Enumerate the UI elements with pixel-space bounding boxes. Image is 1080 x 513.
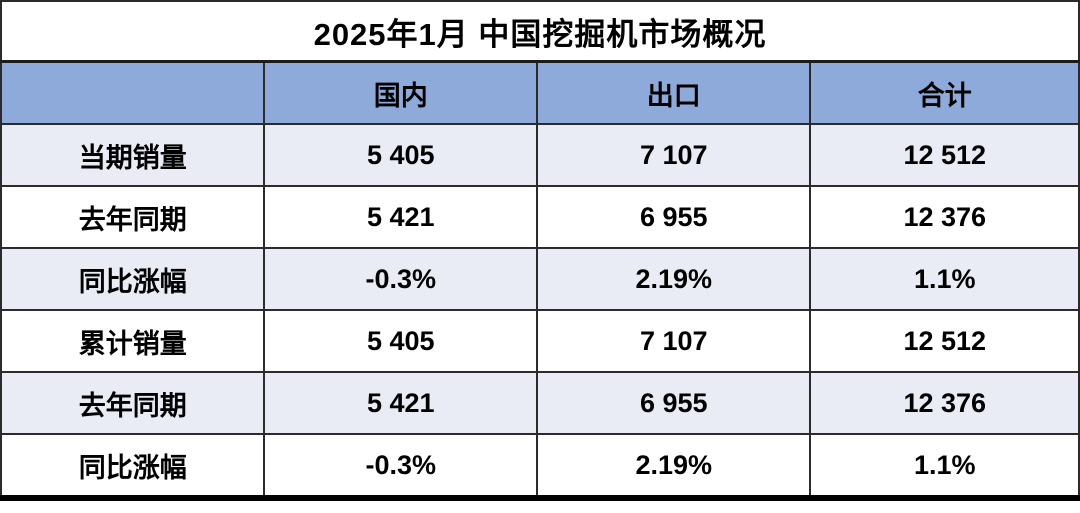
cell-export: 6 955 — [535, 185, 812, 249]
cell-domestic: 5 405 — [263, 123, 538, 187]
header-row: 国内 出口 合计 — [0, 60, 1080, 125]
cell-export: 2.19% — [535, 433, 812, 499]
cell-total: 12 376 — [809, 185, 1080, 249]
row-label: 当期销量 — [0, 123, 266, 187]
table-row-yoy-change: 同比涨幅 -0.3% 2.19% 1.1% — [0, 247, 1080, 311]
cell-export: 7 107 — [535, 309, 812, 373]
cell-export: 6 955 — [535, 371, 812, 435]
cell-total: 1.1% — [809, 433, 1080, 499]
cell-export: 7 107 — [535, 123, 812, 187]
cell-total: 12 512 — [809, 123, 1080, 187]
cell-domestic: 5 421 — [263, 185, 538, 249]
header-cell-total: 合计 — [809, 60, 1080, 125]
cell-domestic: -0.3% — [263, 433, 538, 499]
header-cell-domestic: 国内 — [263, 60, 538, 125]
header-cell-blank — [0, 60, 266, 125]
table-row-last-year-cumulative: 去年同期 5 421 6 955 12 376 — [0, 371, 1080, 435]
table-row-current-sales: 当期销量 5 405 7 107 12 512 — [0, 123, 1080, 187]
row-label: 累计销量 — [0, 309, 266, 373]
row-label: 去年同期 — [0, 185, 266, 249]
market-table: 2025年1月 中国挖掘机市场概况 国内 出口 合计 当期销量 5 405 7 … — [0, 0, 1080, 501]
row-label: 同比涨幅 — [0, 433, 266, 499]
cell-total: 12 376 — [809, 371, 1080, 435]
table-row-last-year: 去年同期 5 421 6 955 12 376 — [0, 185, 1080, 249]
header-cell-export: 出口 — [535, 60, 812, 125]
cell-total: 12 512 — [809, 309, 1080, 373]
row-label: 去年同期 — [0, 371, 266, 435]
title-row: 2025年1月 中国挖掘机市场概况 — [0, 0, 1080, 63]
cell-domestic: -0.3% — [263, 247, 538, 311]
cell-domestic: 5 421 — [263, 371, 538, 435]
table-row-cumulative-sales: 累计销量 5 405 7 107 12 512 — [0, 309, 1080, 373]
table-row-yoy-change-cumulative: 同比涨幅 -0.3% 2.19% 1.1% — [0, 433, 1080, 499]
cell-total: 1.1% — [809, 247, 1080, 311]
cell-export: 2.19% — [535, 247, 812, 311]
row-label: 同比涨幅 — [0, 247, 266, 311]
page-title: 2025年1月 中国挖掘机市场概况 — [0, 0, 1080, 63]
cell-domestic: 5 405 — [263, 309, 538, 373]
